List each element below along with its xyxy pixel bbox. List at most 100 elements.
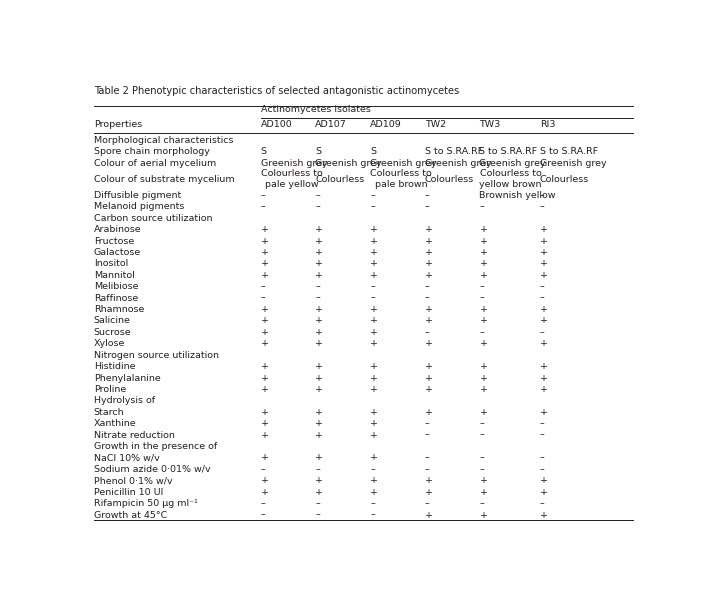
- Text: Rifampicin 50 μg ml⁻¹: Rifampicin 50 μg ml⁻¹: [94, 499, 198, 508]
- Text: Penicillin 10 UI: Penicillin 10 UI: [94, 487, 163, 497]
- Text: +: +: [479, 248, 487, 257]
- Text: Greenish grey: Greenish grey: [316, 159, 382, 168]
- Text: +: +: [316, 328, 323, 337]
- Text: NaCl 10% w/v: NaCl 10% w/v: [94, 453, 160, 462]
- Text: +: +: [425, 374, 433, 383]
- Text: Actinomycetes isolates: Actinomycetes isolates: [261, 105, 371, 114]
- Text: –: –: [261, 191, 265, 200]
- Text: Arabinose: Arabinose: [94, 225, 141, 234]
- Text: –: –: [261, 202, 265, 211]
- Text: +: +: [539, 487, 548, 497]
- Text: +: +: [425, 339, 433, 348]
- Text: Greenish grey: Greenish grey: [370, 159, 436, 168]
- Text: +: +: [261, 271, 268, 280]
- Text: Sucrose: Sucrose: [94, 328, 131, 337]
- Text: –: –: [316, 465, 320, 474]
- Text: +: +: [261, 431, 268, 440]
- Text: Colourless to
pale brown: Colourless to pale brown: [370, 169, 432, 190]
- Text: +: +: [539, 511, 548, 520]
- Text: Fructose: Fructose: [94, 237, 134, 246]
- Text: +: +: [425, 248, 433, 257]
- Text: Growth in the presence of: Growth in the presence of: [94, 442, 217, 451]
- Text: –: –: [316, 294, 320, 303]
- Text: Mannitol: Mannitol: [94, 271, 134, 280]
- Text: +: +: [479, 316, 487, 325]
- Text: Colour of aerial mycelium: Colour of aerial mycelium: [94, 159, 216, 168]
- Text: Phenylalanine: Phenylalanine: [94, 374, 160, 383]
- Text: +: +: [425, 487, 433, 497]
- Text: +: +: [370, 374, 378, 383]
- Text: +: +: [539, 237, 548, 246]
- Text: –: –: [370, 202, 375, 211]
- Text: +: +: [539, 339, 548, 348]
- Text: +: +: [370, 248, 378, 257]
- Text: +: +: [370, 362, 378, 371]
- Text: –: –: [479, 294, 484, 303]
- Text: Xanthine: Xanthine: [94, 419, 136, 428]
- Text: –: –: [370, 511, 375, 520]
- Text: +: +: [539, 248, 548, 257]
- Text: –: –: [479, 202, 484, 211]
- Text: +: +: [261, 408, 268, 417]
- Text: –: –: [425, 419, 429, 428]
- Text: S: S: [261, 148, 267, 157]
- Text: Greenish grey: Greenish grey: [261, 159, 327, 168]
- Text: S to S.RA.RF: S to S.RA.RF: [425, 148, 483, 157]
- Text: +: +: [370, 260, 378, 269]
- Text: Carbon source utilization: Carbon source utilization: [94, 213, 213, 222]
- Text: +: +: [425, 385, 433, 394]
- Text: +: +: [425, 271, 433, 280]
- Text: –: –: [316, 511, 320, 520]
- Text: –: –: [479, 328, 484, 337]
- Text: –: –: [370, 499, 375, 508]
- Text: +: +: [479, 487, 487, 497]
- Text: –: –: [479, 282, 484, 291]
- Text: –: –: [479, 499, 484, 508]
- Text: –: –: [539, 294, 544, 303]
- Text: +: +: [261, 339, 268, 348]
- Text: Inositol: Inositol: [94, 260, 128, 269]
- Text: +: +: [370, 225, 378, 234]
- Text: +: +: [425, 362, 433, 371]
- Text: +: +: [539, 408, 548, 417]
- Text: +: +: [539, 316, 548, 325]
- Text: S: S: [316, 148, 321, 157]
- Text: S to S.RA.RF: S to S.RA.RF: [479, 148, 537, 157]
- Text: –: –: [539, 282, 544, 291]
- Text: +: +: [425, 237, 433, 246]
- Text: +: +: [539, 362, 548, 371]
- Text: –: –: [479, 419, 484, 428]
- Text: +: +: [370, 408, 378, 417]
- Text: Melanoid pigments: Melanoid pigments: [94, 202, 184, 211]
- Text: Galactose: Galactose: [94, 248, 141, 257]
- Text: +: +: [261, 362, 268, 371]
- Text: +: +: [261, 328, 268, 337]
- Text: Colourless: Colourless: [425, 175, 474, 184]
- Text: +: +: [370, 237, 378, 246]
- Text: +: +: [316, 237, 323, 246]
- Text: Greenish grey: Greenish grey: [425, 159, 491, 168]
- Text: Sodium azide 0·01% w/v: Sodium azide 0·01% w/v: [94, 465, 210, 474]
- Text: –: –: [316, 202, 320, 211]
- Text: Table 2 Phenotypic characteristics of selected antagonistic actinomycetes: Table 2 Phenotypic characteristics of se…: [94, 86, 459, 96]
- Text: Nitrogen source utilization: Nitrogen source utilization: [94, 350, 219, 359]
- Text: +: +: [479, 408, 487, 417]
- Text: AD107: AD107: [316, 120, 347, 129]
- Text: +: +: [261, 248, 268, 257]
- Text: +: +: [316, 408, 323, 417]
- Text: +: +: [316, 453, 323, 462]
- Text: Colourless: Colourless: [316, 175, 364, 184]
- Text: +: +: [479, 362, 487, 371]
- Text: Hydrolysis of: Hydrolysis of: [94, 396, 155, 405]
- Text: +: +: [425, 316, 433, 325]
- Text: –: –: [539, 431, 544, 440]
- Text: +: +: [261, 260, 268, 269]
- Text: +: +: [539, 271, 548, 280]
- Text: +: +: [316, 419, 323, 428]
- Text: –: –: [425, 202, 429, 211]
- Text: +: +: [370, 487, 378, 497]
- Text: +: +: [479, 385, 487, 394]
- Text: +: +: [261, 225, 268, 234]
- Text: +: +: [425, 305, 433, 314]
- Text: Greenish grey: Greenish grey: [539, 159, 606, 168]
